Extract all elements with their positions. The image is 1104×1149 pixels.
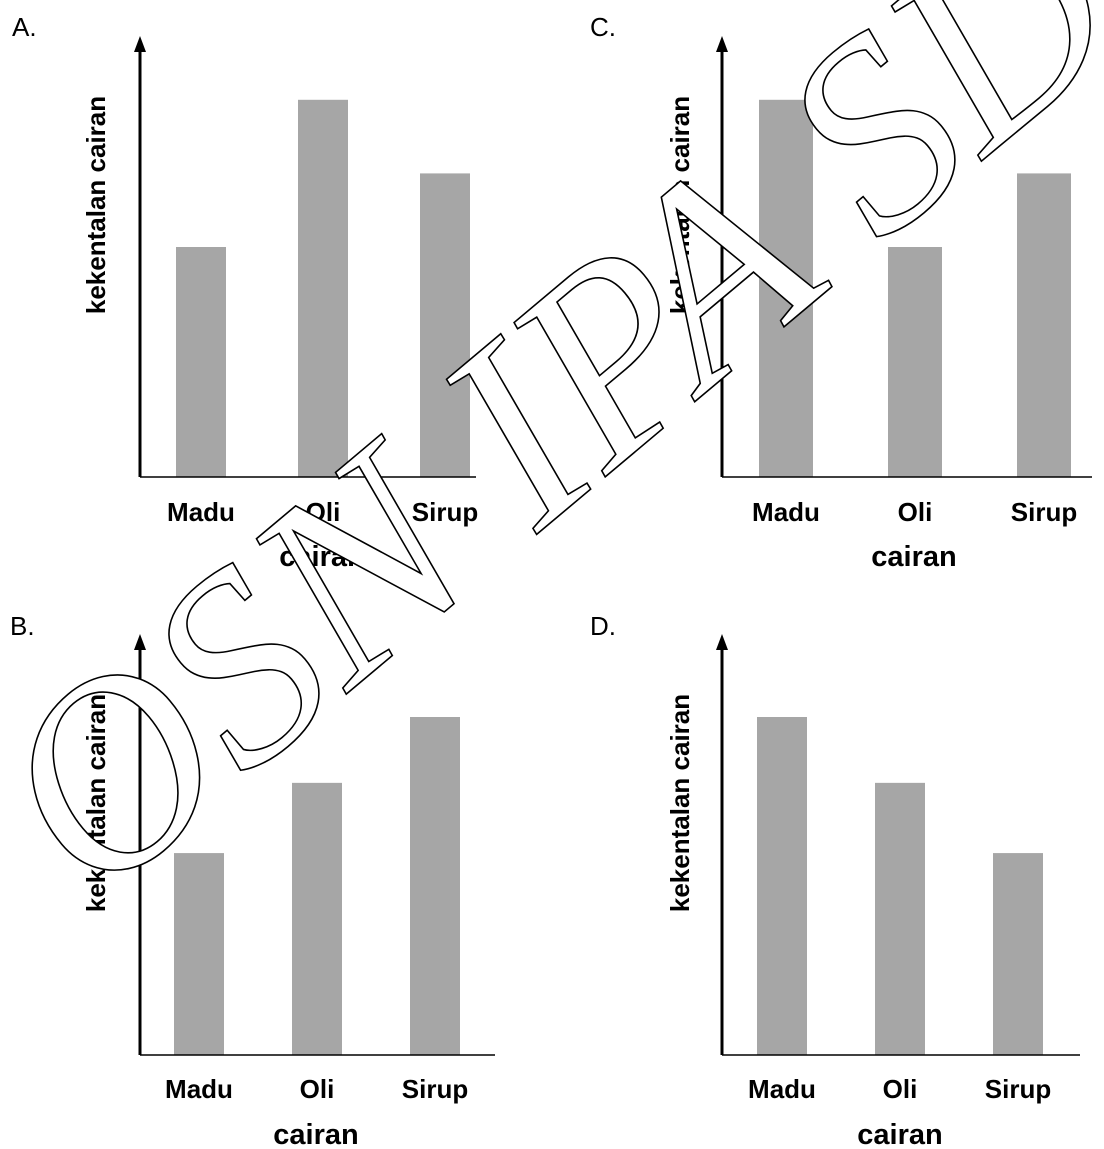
bar-sirup [420,173,470,477]
y-axis-title: kekentalan cairan [665,96,695,314]
bar-madu [759,99,813,478]
x-tick-label: Madu [748,1074,816,1104]
panel-letter: B. [10,611,35,641]
x-tick-label: Madu [752,497,820,527]
x-tick-label: Oli [300,1074,335,1104]
chart-panel-d: D. Madu Oli Sirup cairan kekentalan cairan [552,575,1104,1149]
bar-sirup [1017,173,1071,477]
x-tick-label: Oli [306,497,341,527]
x-tick-label: Sirup [402,1074,468,1104]
bar-madu [176,247,226,477]
x-tick-label: Madu [167,497,235,527]
bar-chart-c: Madu Oli Sirup cairan kekentalan cairan [665,36,1092,573]
panel-letter: C. [590,12,616,42]
panel-letter: D. [590,611,616,641]
bar-chart-a: Madu Oli Sirup cairan kekentalan cairan [81,36,478,573]
bar-madu [757,717,807,1055]
bar-madu [174,853,224,1055]
x-axis-title: cairan [273,1119,358,1149]
y-axis-arrow [134,36,146,52]
y-axis-title: kekentalan cairan [81,96,111,314]
bar-oli [292,782,342,1055]
x-tick-label: Oli [898,497,933,527]
x-tick-label: Sirup [1011,497,1077,527]
x-axis-title: cairan [279,541,364,573]
chart-panel-c: C. Madu Oli Sirup cairan kekentalan cairan [552,0,1104,575]
bar-chart-b: Madu Oli Sirup cairan kekentalan cairan [81,634,495,1149]
bar-sirup [993,853,1043,1055]
x-tick-label: Sirup [412,497,478,527]
x-tick-label: Oli [883,1074,918,1104]
panel-letter: A. [12,12,37,42]
y-axis-arrow [716,36,728,52]
x-axis-title: cairan [871,541,956,573]
y-axis-arrow [716,634,728,650]
bar-chart-d: Madu Oli Sirup cairan kekentalan cairan [665,634,1080,1149]
chart-panel-b: B. Madu Oli Sirup cairan kekentalan cairan [0,575,552,1149]
bar-oli [888,247,942,477]
y-axis-title: kekentalan cairan [81,694,111,912]
x-axis-title: cairan [857,1119,942,1149]
x-tick-label: Madu [165,1074,233,1104]
bar-oli [875,782,925,1055]
y-axis-arrow [134,634,146,650]
bar-sirup [410,717,460,1055]
y-axis-title: kekentalan cairan [665,694,695,912]
x-tick-label: Sirup [985,1074,1051,1104]
chart-panel-a: A. Madu Oli Sirup cairan kekentalan cairan [0,0,552,575]
bar-oli [298,99,348,478]
